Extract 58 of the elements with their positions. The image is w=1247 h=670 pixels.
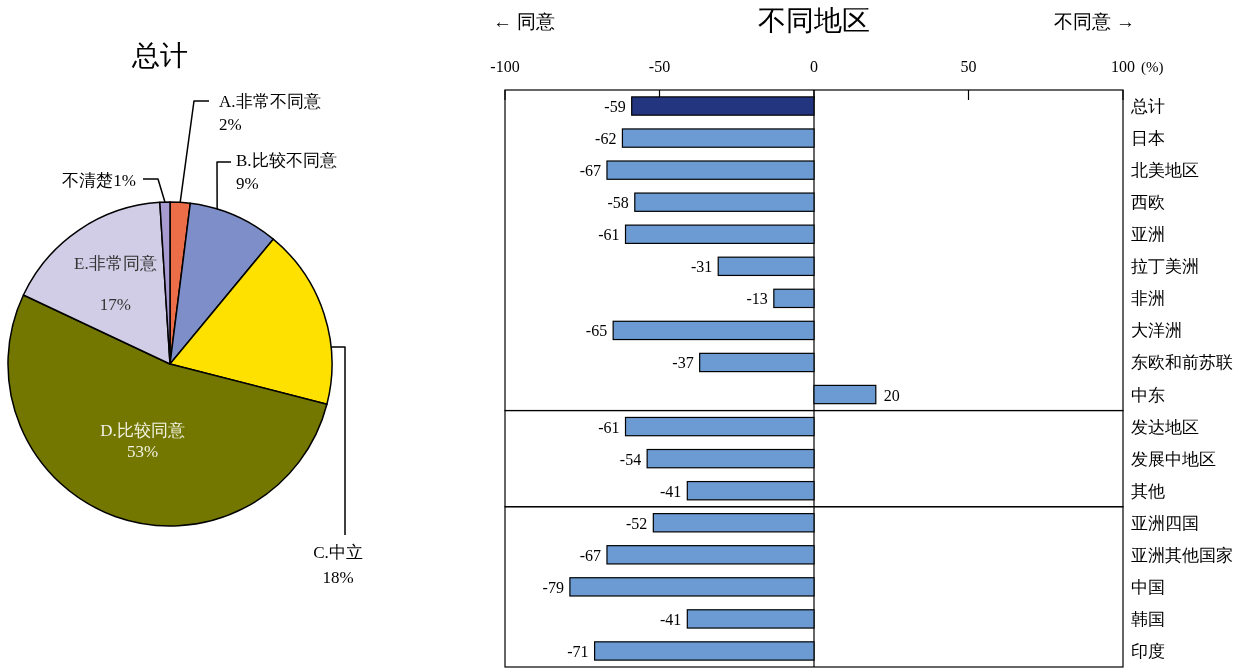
y-tick-label: 北美地区 <box>1131 161 1199 181</box>
data-label: -52 <box>625 514 648 532</box>
data-label: -59 <box>604 98 626 116</box>
y-tick-label: 发展中地区 <box>1131 449 1216 469</box>
data-label: 20 <box>883 386 900 404</box>
data-label: -13 <box>746 290 768 308</box>
data-label: 9% <box>236 174 259 193</box>
x-tick-label: -100 <box>490 58 520 75</box>
y-tick-label: 发达地区 <box>1131 417 1199 437</box>
data-label: -67 <box>579 162 601 180</box>
y-tick-label: 亚洲其他国家 <box>1131 545 1233 565</box>
data-label: -41 <box>659 482 682 500</box>
data-label: 2% <box>219 115 242 134</box>
x-tick-label: -50 <box>648 58 671 75</box>
data-label: -54 <box>619 450 642 468</box>
text: ← 同意 <box>493 11 555 32</box>
data-label: -61 <box>598 226 620 244</box>
data-label: -31 <box>690 258 713 276</box>
data-label: 53% <box>126 441 159 461</box>
y-tick-label: 韩国 <box>1131 609 1165 629</box>
data-label: -62 <box>595 130 617 148</box>
y-tick-label: 其他 <box>1131 481 1165 501</box>
data-label: -41 <box>659 610 682 628</box>
data-label: 1% <box>113 171 136 190</box>
y-tick-label: 拉丁美洲 <box>1131 257 1199 277</box>
chart-title: 总计 <box>131 40 188 71</box>
x-tick-label: 50 <box>960 58 977 75</box>
x-axis-title: (%) <box>1141 59 1164 76</box>
y-tick-label: 印度 <box>1131 641 1165 661</box>
slice-label: B.比较不同意 <box>236 151 337 170</box>
x-tick-label: 0 <box>810 58 818 75</box>
y-tick-label: 东欧和前苏联 <box>1131 353 1233 373</box>
slice-label: C.中立 <box>313 543 363 562</box>
data-label: -65 <box>585 322 608 340</box>
y-tick-label: 大洋洲 <box>1131 321 1182 341</box>
slice-label: A.非常不同意 <box>219 92 321 111</box>
y-tick-label: 中东 <box>1131 385 1165 405</box>
data-label: -37 <box>672 354 694 372</box>
slice-label: E.非常同意 <box>74 254 157 274</box>
y-tick-label: 总计 <box>1130 97 1165 117</box>
x-tick-label: 100 <box>1111 58 1135 75</box>
data-label: -71 <box>567 642 589 660</box>
slice-label: 不清楚 <box>62 171 114 190</box>
y-tick-label: 西欧 <box>1131 193 1165 213</box>
y-tick-label: 非洲 <box>1131 289 1165 309</box>
data-label: -61 <box>598 418 620 436</box>
data-label: -67 <box>579 546 601 564</box>
y-tick-label: 中国 <box>1131 577 1165 597</box>
slice-label: D.比较同意 <box>100 420 185 440</box>
chart-title: 不同地区 <box>758 5 870 36</box>
data-label: 18% <box>322 568 354 587</box>
data-label: 17% <box>99 295 131 315</box>
y-tick-label: 亚洲四国 <box>1131 513 1199 533</box>
y-tick-label: 日本 <box>1131 129 1165 149</box>
y-tick-label: 亚洲 <box>1131 225 1165 245</box>
text: 不同意 → <box>1054 11 1135 32</box>
data-label: -79 <box>542 578 564 596</box>
data-label: -58 <box>607 194 629 212</box>
